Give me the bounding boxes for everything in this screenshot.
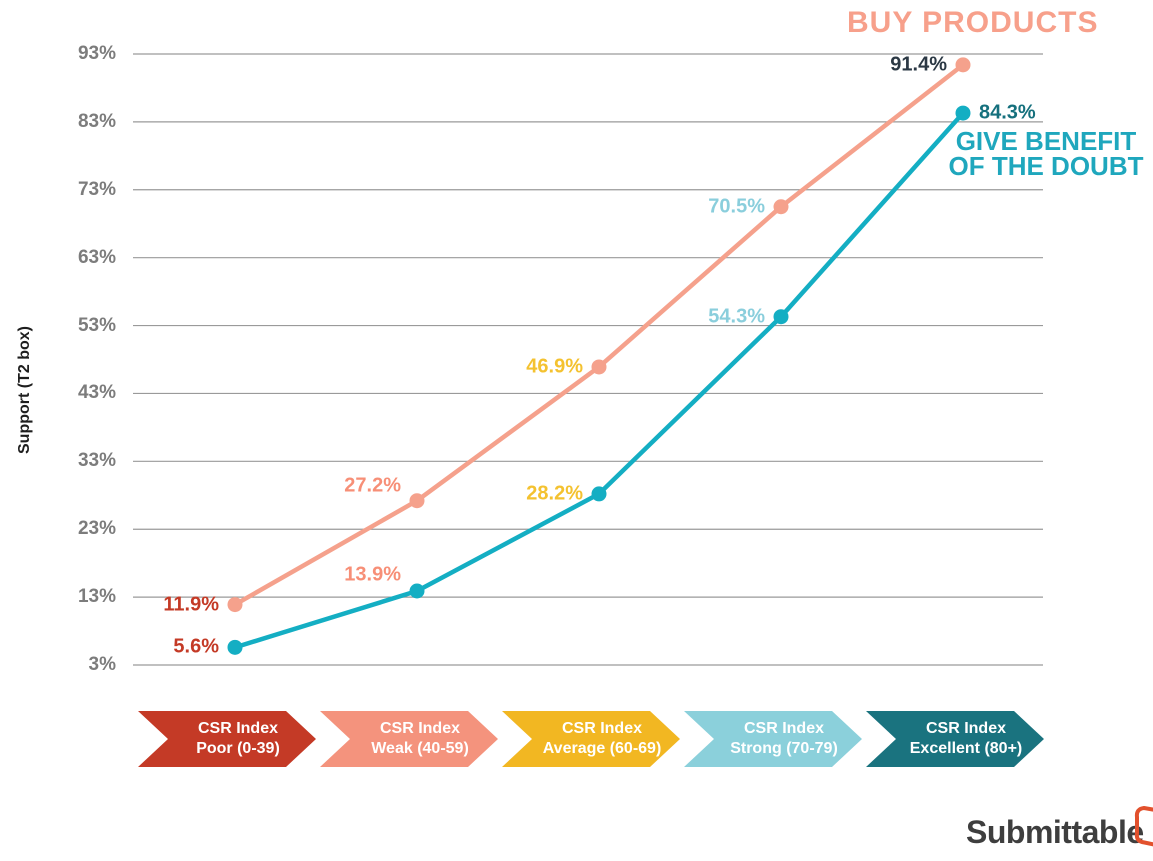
category-label-line2: Poor (0-39) (196, 740, 280, 757)
series-label-give-benefit-line1: GIVE BENEFIT (955, 126, 1137, 156)
series-label-buy-products: BUY PRODUCTS (847, 6, 1099, 39)
series-label-give-benefit-line2: OF THE DOUBT (948, 151, 1144, 181)
data-point-label: 13.9% (344, 563, 401, 586)
y-tick-label: 23% (77, 518, 116, 540)
category-label-line1: CSR Index (197, 720, 278, 737)
series-line-buy-products (232, 62, 966, 607)
category-label-line1: CSR Index (379, 720, 460, 737)
data-point-marker (955, 105, 971, 121)
y-tick-label: 33% (77, 450, 116, 472)
y-tick-label: 73% (77, 178, 116, 200)
data-point-marker (227, 597, 243, 613)
y-tick-label: 63% (77, 246, 116, 268)
category-label-line2: Excellent (80+) (909, 740, 1023, 757)
data-point-label: 28.2% (526, 482, 583, 505)
data-point-label: 11.9% (163, 593, 219, 616)
data-point-label: 46.9% (526, 355, 583, 378)
data-point-marker (773, 309, 789, 325)
data-point-marker (409, 583, 425, 599)
y-axis-title: Support (T2 box) (16, 326, 33, 454)
data-point-label: 5.6% (173, 635, 219, 658)
data-point-label: 84.3% (979, 101, 1036, 124)
data-point-label: 27.2% (344, 474, 401, 497)
y-tick-label: 93% (77, 43, 116, 64)
data-point-marker (591, 359, 607, 375)
category-chevron: CSR Index Strong (70-79) (684, 711, 862, 767)
data-point-label: 54.3% (708, 305, 765, 328)
category-label-line2: Average (60-69) (542, 740, 662, 757)
category-label-line2: Strong (70-79) (730, 740, 838, 757)
y-tick-label: 43% (77, 382, 116, 404)
category-label-line1: CSR Index (743, 720, 824, 737)
data-point-label: 91.4% (890, 53, 947, 76)
submittable-logo-icon (1134, 806, 1153, 847)
data-point-marker (227, 639, 243, 655)
category-label-line1: CSR Index (561, 720, 642, 737)
series-label-give-benefit: GIVE BENEFIT OF THE DOUBT (938, 126, 1153, 181)
data-point-label: 70.5% (708, 195, 765, 218)
y-tick-label: 53% (77, 314, 116, 336)
category-label-line2: Weak (40-59) (371, 740, 469, 757)
y-tick-label: 3% (88, 654, 116, 675)
data-point-marker (591, 486, 607, 502)
data-point-marker (955, 57, 971, 73)
data-point-marker (409, 493, 425, 509)
submittable-logo-text: Submittable (966, 814, 1144, 850)
y-tick-label: 83% (77, 110, 116, 132)
y-tick-label: 13% (77, 586, 116, 608)
data-point-marker (773, 199, 789, 215)
category-label-line1: CSR Index (925, 720, 1006, 737)
